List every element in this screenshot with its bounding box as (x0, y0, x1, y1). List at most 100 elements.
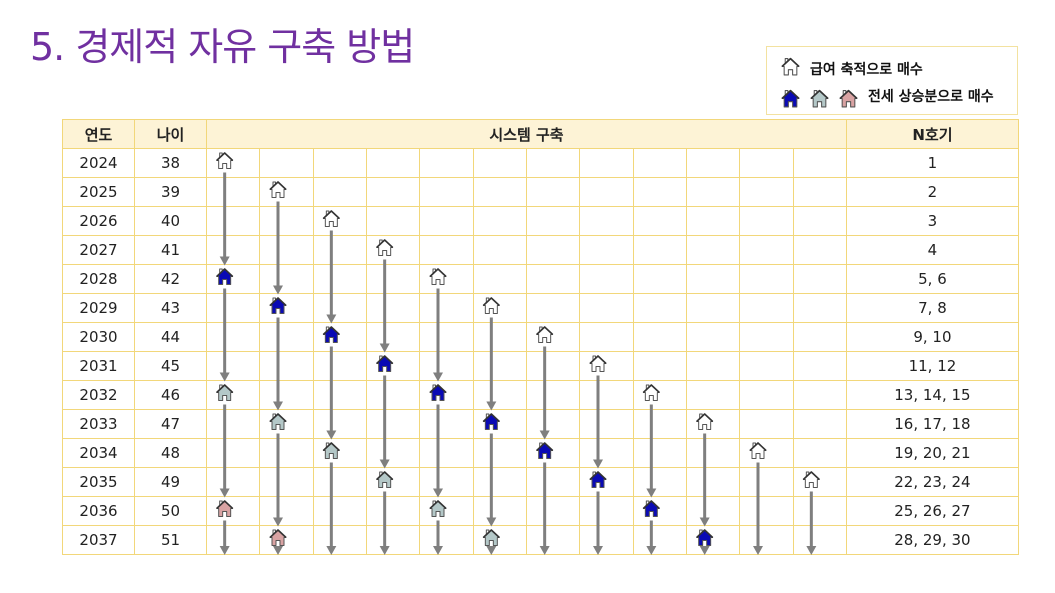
system-cell (525, 148, 581, 178)
legend: 급여 축적으로 매수 전세 상승분으로 매수 (766, 46, 1018, 115)
system-cell (312, 438, 367, 468)
table-row: 2028 42 5, 6 (62, 264, 1019, 294)
system-cell (419, 322, 474, 352)
system-cell (205, 467, 261, 497)
system-cell (525, 293, 581, 323)
system-cell (472, 264, 527, 294)
year-cell: 2036 (62, 496, 135, 526)
system-cell (525, 438, 581, 468)
system-cell (312, 206, 367, 236)
system-cell (685, 496, 741, 526)
system-cell (579, 380, 634, 410)
house-blue-icon (781, 89, 806, 112)
system-cell (259, 438, 314, 468)
system-cell (365, 496, 421, 526)
system-cell (419, 525, 474, 555)
house-gray-icon (810, 89, 835, 112)
system-cell (792, 322, 847, 352)
system-cell (792, 293, 847, 323)
system-cell (632, 235, 687, 265)
legend-jeonse-label: 전세 상승분으로 매수 (868, 89, 994, 105)
system-cell (205, 380, 261, 410)
header-n: N호기 (845, 119, 1019, 149)
system-cell (632, 496, 687, 526)
system-cell (632, 351, 687, 381)
table-row: 2030 44 9, 10 (62, 322, 1019, 352)
header-system: 시스템 구축 (206, 119, 847, 149)
age-cell: 42 (134, 264, 207, 294)
age-cell: 38 (134, 148, 207, 178)
system-cell (259, 467, 314, 497)
n-cell: 9, 10 (845, 322, 1019, 352)
year-cell: 2037 (62, 525, 135, 555)
system-cell (365, 380, 421, 410)
system-cell (525, 206, 581, 236)
system-cell (259, 351, 314, 381)
system-cell (205, 264, 261, 294)
n-cell: 16, 17, 18 (845, 409, 1019, 439)
header-year: 연도 (62, 119, 135, 149)
year-cell: 2030 (62, 322, 135, 352)
header-row: 연도 나이 시스템 구축 N호기 (62, 119, 1019, 149)
system-cell (312, 380, 367, 410)
age-cell: 41 (134, 235, 207, 265)
system-cell (685, 525, 741, 555)
system-cell (205, 206, 261, 236)
system-cell (792, 525, 847, 555)
system-cell (632, 380, 687, 410)
n-cell: 22, 23, 24 (845, 467, 1019, 497)
system-cell (365, 264, 421, 294)
system-cell (685, 322, 741, 352)
system-cell (205, 235, 261, 265)
legend-salary-label: 급여 축적으로 매수 (810, 61, 923, 78)
system-cell (419, 206, 474, 236)
n-cell: 5, 6 (845, 264, 1019, 294)
year-cell: 2033 (62, 409, 135, 439)
system-cell (579, 264, 634, 294)
n-cell: 25, 26, 27 (845, 496, 1019, 526)
system-cell (419, 293, 474, 323)
system-cell (472, 177, 527, 207)
system-cell (312, 496, 367, 526)
system-cell (525, 351, 581, 381)
system-cell (739, 293, 794, 323)
system-cell (259, 264, 314, 294)
system-cell (739, 177, 794, 207)
system-cell (632, 322, 687, 352)
system-cell (205, 293, 261, 323)
system-cell (792, 177, 847, 207)
age-cell: 49 (134, 467, 207, 497)
table-row: 2027 41 4 (62, 235, 1019, 265)
age-cell: 39 (134, 177, 207, 207)
system-cell (739, 525, 794, 555)
system-cell (579, 293, 634, 323)
system-cell (632, 467, 687, 497)
house-pink-icon (839, 89, 864, 112)
year-cell: 2029 (62, 293, 135, 323)
system-cell (739, 467, 794, 497)
year-cell: 2026 (62, 206, 135, 236)
system-cell (525, 235, 581, 265)
table-row: 2031 45 11, 12 (62, 351, 1019, 381)
system-cell (419, 177, 474, 207)
age-cell: 46 (134, 380, 207, 410)
table-row: 2029 43 7, 8 (62, 293, 1019, 323)
system-cell (419, 148, 474, 178)
age-cell: 45 (134, 351, 207, 381)
year-cell: 2032 (62, 380, 135, 410)
system-cell (312, 177, 367, 207)
system-cell (312, 351, 367, 381)
system-cell (792, 467, 847, 497)
system-cell (472, 351, 527, 381)
system-cell (579, 148, 634, 178)
table-row: 2024 38 1 (62, 148, 1019, 178)
system-cell (365, 438, 421, 468)
system-cell (579, 206, 634, 236)
system-cell (365, 467, 421, 497)
system-cell (632, 206, 687, 236)
year-cell: 2025 (62, 177, 135, 207)
system-cell (579, 409, 634, 439)
table-row: 2037 51 28, 29, 30 (62, 525, 1019, 555)
year-cell: 2031 (62, 351, 135, 381)
table-row: 2034 48 19, 20, 21 (62, 438, 1019, 468)
